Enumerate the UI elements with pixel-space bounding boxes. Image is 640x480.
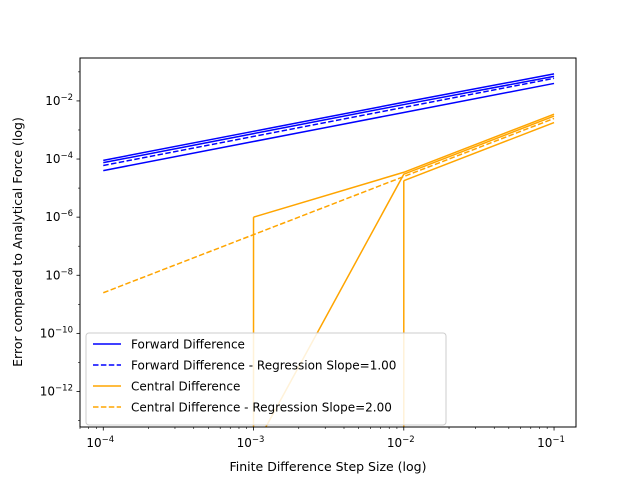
y-axis-label: Error compared to Analytical Force (log) bbox=[10, 117, 25, 367]
x-tick-exponent: −4 bbox=[102, 435, 115, 445]
legend-box bbox=[85, 332, 447, 426]
legend-label: Forward Difference - Regression Slope=1.… bbox=[131, 359, 396, 373]
y-tick-exponent: −6 bbox=[60, 209, 73, 219]
plot-area-frame bbox=[79, 57, 577, 428]
series-line-8 bbox=[403, 121, 555, 182]
legend: Forward Difference Forward Difference - R… bbox=[85, 332, 447, 426]
legend-label: Central Difference bbox=[131, 380, 240, 394]
y-tick-exponent: −10 bbox=[55, 325, 73, 335]
y-tick-exponent: −8 bbox=[60, 267, 73, 277]
series-layer bbox=[102, 73, 555, 427]
series-line-2 bbox=[103, 82, 555, 172]
series-line-0 bbox=[103, 73, 555, 162]
legend-label: Central Difference - Regression Slope=2.… bbox=[131, 401, 392, 415]
x-tick-exponent: −1 bbox=[552, 435, 565, 445]
series-line-4 bbox=[253, 113, 555, 218]
series-line-9 bbox=[102, 117, 555, 294]
series-line-1 bbox=[103, 75, 555, 164]
x-axis-label: Finite Difference Step Size (log) bbox=[229, 459, 426, 474]
x-tick-exponent: −3 bbox=[252, 435, 265, 445]
x-tick-exponent: −2 bbox=[402, 435, 415, 445]
y-tick-exponent: −4 bbox=[60, 151, 73, 161]
y-tick-exponent: −12 bbox=[55, 383, 73, 393]
y-tick-exponent: −2 bbox=[60, 93, 73, 103]
legend-label: Forward Difference bbox=[131, 338, 245, 352]
series-line-3 bbox=[103, 77, 555, 167]
